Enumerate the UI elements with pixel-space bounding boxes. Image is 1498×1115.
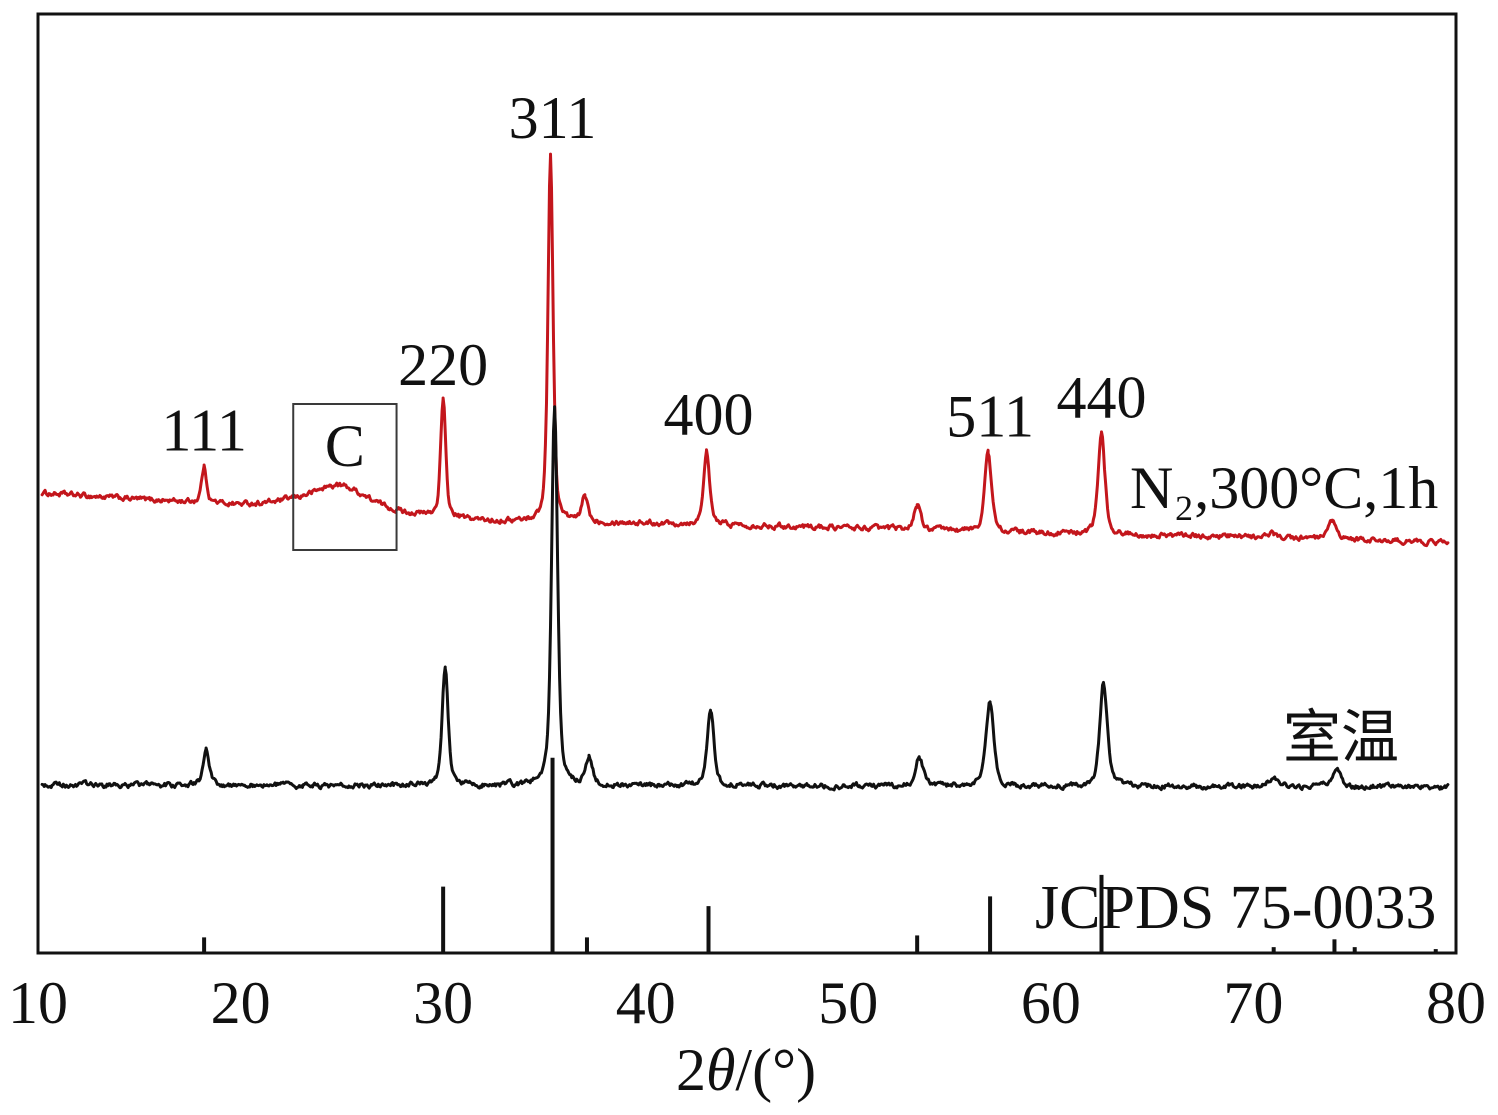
- x-tick-label: 40: [616, 970, 676, 1036]
- peak-label: 111: [161, 398, 247, 464]
- peak-label: 311: [509, 85, 597, 151]
- x-tick-label: 30: [413, 970, 473, 1036]
- peak-labels: 111 220 311 400 511 440: [161, 85, 1146, 464]
- peak-label: 440: [1057, 365, 1147, 431]
- peak-label: 511: [946, 383, 1034, 449]
- x-tick-label: 10: [8, 970, 68, 1036]
- x-tick-label: 20: [211, 970, 271, 1036]
- series-label-room-temperature: 室温: [1283, 705, 1399, 770]
- peak-label: 400: [664, 382, 754, 448]
- x-tick-label: 50: [818, 970, 878, 1036]
- reference-sticks: [202, 757, 1438, 953]
- carbon-region-label: C: [325, 413, 365, 479]
- x-axis-label: 2θ/(°): [676, 1037, 816, 1103]
- carbon-region-box: [292, 403, 398, 551]
- series-line-room-temperature: [40, 405, 1450, 792]
- reference-label: JCPDS 75-0033: [1035, 874, 1436, 942]
- peak-label: 220: [398, 332, 488, 398]
- x-tick-label: 70: [1223, 970, 1283, 1036]
- plot-frame: [36, 12, 1458, 955]
- x-tick-label: 80: [1426, 970, 1486, 1036]
- x-tick-label: 60: [1021, 970, 1081, 1036]
- series-line-n2-300c-1h: [40, 152, 1450, 548]
- x-tick-labels: 10 20 30 40 50 60 70 80: [8, 970, 1486, 1036]
- series-label-n2-300c-1h: N₂,300°C,1h: [1130, 455, 1438, 521]
